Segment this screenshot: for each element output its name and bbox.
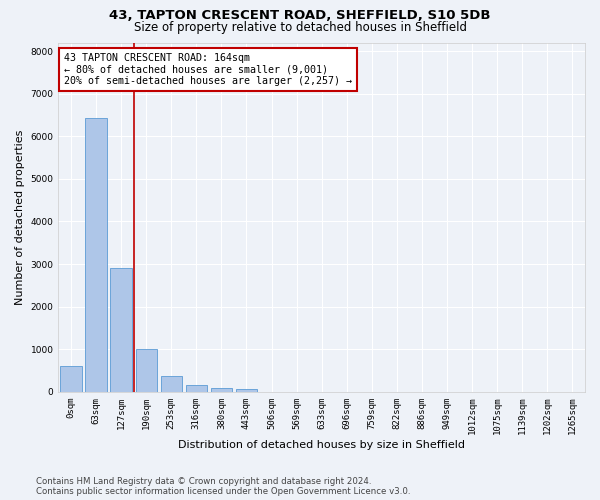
Text: 43 TAPTON CRESCENT ROAD: 164sqm
← 80% of detached houses are smaller (9,001)
20%: 43 TAPTON CRESCENT ROAD: 164sqm ← 80% of…	[64, 53, 352, 86]
Bar	[211, 388, 232, 392]
Bar	[110, 268, 132, 392]
Text: Size of property relative to detached houses in Sheffield: Size of property relative to detached ho…	[133, 21, 467, 34]
Bar	[60, 366, 82, 392]
Bar	[185, 385, 207, 392]
X-axis label: Distribution of detached houses by size in Sheffield: Distribution of detached houses by size …	[178, 440, 465, 450]
Bar	[161, 376, 182, 392]
Bar	[85, 118, 107, 392]
Bar	[236, 389, 257, 392]
Bar	[136, 350, 157, 392]
Text: 43, TAPTON CRESCENT ROAD, SHEFFIELD, S10 5DB: 43, TAPTON CRESCENT ROAD, SHEFFIELD, S10…	[109, 9, 491, 22]
Y-axis label: Number of detached properties: Number of detached properties	[15, 130, 25, 305]
Text: Contains HM Land Registry data © Crown copyright and database right 2024.
Contai: Contains HM Land Registry data © Crown c…	[36, 476, 410, 496]
